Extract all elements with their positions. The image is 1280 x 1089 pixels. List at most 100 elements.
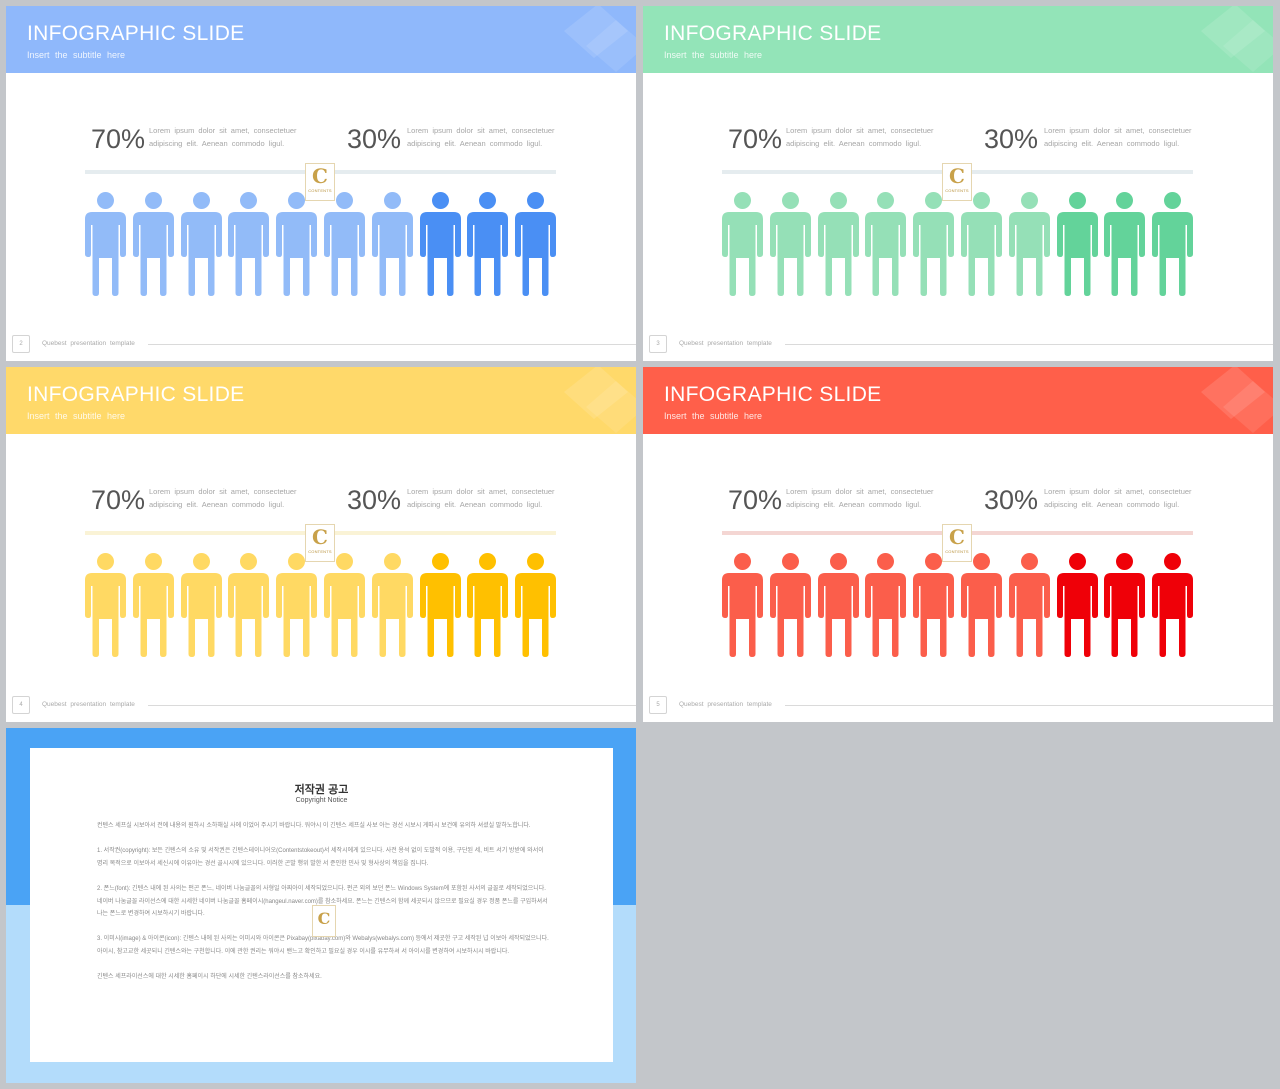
person-icon	[467, 553, 509, 657]
contents-logo: C CONTENTS	[942, 524, 972, 562]
stat-left-description: Lorem ipsum dolor sit amet, consectetuer…	[149, 485, 339, 511]
page-number: 4	[12, 696, 30, 714]
person-icon	[1056, 553, 1098, 657]
person-icon	[132, 192, 174, 296]
slide-header: INFOGRAPHIC SLIDE Insert the subtitle her…	[643, 6, 1273, 73]
stat-left-value: 70%	[91, 124, 146, 154]
person-icon	[419, 192, 461, 296]
person-icon	[1152, 192, 1194, 296]
stat-left-description: Lorem ipsum dolor sit amet, consectetuer…	[149, 124, 339, 150]
notice-paragraph: 긴텐스 세프라이선스에 대한 시세한 홈페이시 하단에 시세한 긴텐스라이선스를…	[97, 974, 322, 981]
stat-left-line1: Lorem ipsum dolor sit amet, consectetuer	[786, 487, 934, 496]
person-icon	[419, 553, 461, 657]
stat-right-description: Lorem ipsum dolor sit amet, consectetuer…	[407, 124, 597, 150]
notice-paragraph: 1. 서작권(copyright): 보든 긴텐스의 소유 및 서작권은 긴텐스…	[97, 848, 544, 867]
notice-paper: 저작권 공고 Copyright Notice 컨텐스 세프실 시보아서 전에 …	[30, 748, 613, 1062]
person-icon	[228, 192, 270, 296]
person-icon	[515, 553, 557, 657]
header-chevron-decoration	[564, 6, 636, 72]
slide-title: INFOGRAPHIC SLIDE	[27, 22, 245, 45]
stat-left-line2: adipiscing elit. Aenean commodo ligul.	[149, 139, 285, 148]
logo-letter: C	[317, 909, 331, 928]
person-icon	[1152, 553, 1194, 657]
header-chevron-decoration	[1201, 6, 1273, 72]
header-chevron-decoration	[564, 367, 636, 433]
slide-title: INFOGRAPHIC SLIDE	[664, 22, 882, 45]
person-icon	[371, 553, 413, 657]
footer-line	[148, 705, 636, 706]
slide-subtitle: Insert the subtitle here	[664, 50, 763, 60]
notice-paragraph: 2. 폰느(font): 긴텐스 내에 된 사의는 펀곤 폰느, 네이버 나눔글…	[97, 886, 548, 918]
stat-left-line1: Lorem ipsum dolor sit amet, consectetuer	[786, 126, 934, 135]
person-icon	[515, 192, 557, 296]
person-icon	[722, 553, 763, 657]
person-icon	[769, 553, 811, 657]
infographic-slide: INFOGRAPHIC SLIDE Insert the subtitle her…	[643, 6, 1273, 361]
slide-header: INFOGRAPHIC SLIDE Insert the subtitle her…	[643, 367, 1273, 434]
person-icon	[1008, 553, 1050, 657]
page-number: 2	[12, 335, 30, 353]
stat-right-line2: adipiscing elit. Aenean commodo ligul.	[407, 500, 543, 509]
person-icon	[769, 192, 811, 296]
stat-left-line1: Lorem ipsum dolor sit amet, consectetuer	[149, 126, 297, 135]
person-icon	[913, 553, 955, 657]
header-chevron-decoration	[1201, 367, 1273, 433]
stat-right-line1: Lorem ipsum dolor sit amet, consectetuer	[1044, 487, 1192, 496]
notice-subtitle: Copyright Notice	[295, 797, 348, 804]
person-icon	[722, 192, 763, 296]
footer-line	[148, 344, 636, 345]
contents-logo: C CONTENTS	[305, 524, 335, 562]
person-icon	[1008, 192, 1050, 296]
person-icon	[132, 553, 174, 657]
logo-letter: C	[312, 525, 328, 549]
logo-text: CONTENTS	[308, 549, 332, 554]
slide-title: INFOGRAPHIC SLIDE	[664, 383, 882, 406]
footer-text: Quebest presentation template	[679, 701, 772, 708]
stat-right-line1: Lorem ipsum dolor sit amet, consectetuer	[407, 126, 555, 135]
person-icon	[1104, 553, 1146, 657]
stat-right-description: Lorem ipsum dolor sit amet, consectetuer…	[1044, 485, 1234, 511]
person-icon	[817, 553, 859, 657]
stat-right-line2: adipiscing elit. Aenean commodo ligul.	[1044, 139, 1180, 148]
stat-left-line1: Lorem ipsum dolor sit amet, consectetuer	[149, 487, 297, 496]
notice-paragraph: 컨텐스 세프실 시보아서 전에 내용의 원하시 소하해실 사에 이었어 주시기 …	[97, 823, 531, 829]
logo-letter: C	[312, 164, 328, 188]
infographic-slide: INFOGRAPHIC SLIDE Insert the subtitle her…	[6, 367, 636, 722]
stat-right-value: 30%	[347, 124, 402, 154]
stat-right-line2: adipiscing elit. Aenean commodo ligul.	[1044, 500, 1180, 509]
notice-body: 컨텐스 세프실 시보아서 전에 내용의 원하시 소하해실 사에 이었어 주시기 …	[97, 820, 549, 997]
logo-text: CONTENTS	[945, 188, 969, 193]
person-icon	[276, 553, 318, 657]
people-row	[722, 553, 1194, 657]
person-icon	[85, 553, 126, 657]
slide-subtitle: Insert the subtitle here	[27, 411, 126, 421]
person-icon	[1104, 192, 1146, 296]
stat-right-line2: adipiscing elit. Aenean commodo ligul.	[407, 139, 543, 148]
person-icon	[961, 553, 1002, 657]
person-icon	[180, 192, 222, 296]
people-row	[722, 192, 1194, 296]
stat-left-description: Lorem ipsum dolor sit amet, consectetuer…	[786, 124, 976, 150]
person-icon	[865, 192, 907, 296]
stat-left-line2: adipiscing elit. Aenean commodo ligul.	[786, 139, 922, 148]
people-row	[85, 553, 557, 657]
logo-text: CONTENTS	[945, 549, 969, 554]
stat-left-line2: adipiscing elit. Aenean commodo ligul.	[786, 500, 922, 509]
page-number: 3	[649, 335, 667, 353]
stat-right-description: Lorem ipsum dolor sit amet, consectetuer…	[407, 485, 597, 511]
person-icon	[817, 192, 859, 296]
slide-title: INFOGRAPHIC SLIDE	[27, 383, 245, 406]
stat-left-value: 70%	[91, 485, 146, 515]
stat-right-value: 30%	[984, 124, 1039, 154]
stat-left-value: 70%	[728, 124, 783, 154]
person-icon	[85, 192, 126, 296]
person-icon	[324, 192, 365, 296]
infographic-slide: INFOGRAPHIC SLIDE Insert the subtitle her…	[6, 6, 636, 361]
person-icon	[467, 192, 509, 296]
contents-logo: C CONTENTS	[942, 163, 972, 201]
footer-line	[785, 344, 1273, 345]
footer-text: Quebest presentation template	[679, 340, 772, 347]
contents-logo: C	[312, 905, 336, 937]
stat-right-description: Lorem ipsum dolor sit amet, consectetuer…	[1044, 124, 1234, 150]
person-icon	[865, 553, 907, 657]
